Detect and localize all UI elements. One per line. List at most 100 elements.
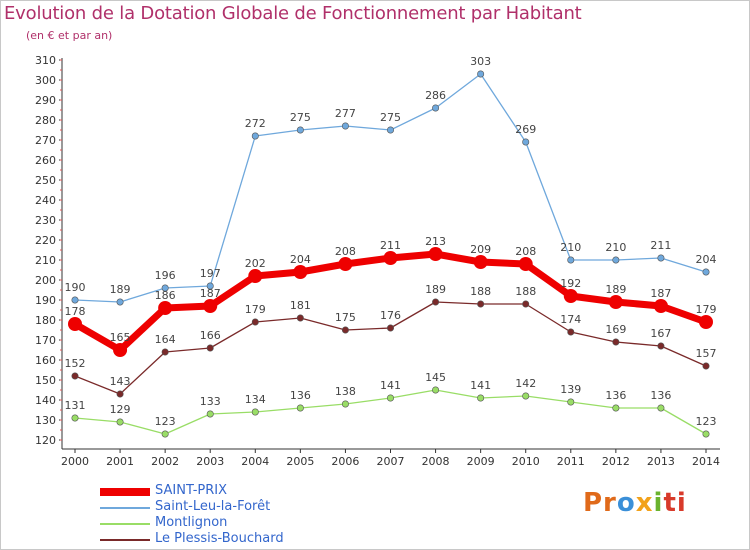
data-point — [612, 404, 620, 412]
data-point — [116, 298, 124, 306]
data-point — [341, 326, 349, 334]
data-point — [206, 410, 214, 418]
data-point — [116, 390, 124, 398]
data-point — [71, 296, 79, 304]
data-label: 186 — [155, 289, 176, 302]
x-tick-label: 2004 — [241, 455, 269, 468]
chart-subtitle: (en € et par an) — [26, 29, 113, 42]
data-label: 181 — [290, 299, 311, 312]
data-point — [653, 299, 668, 313]
data-label: 189 — [425, 283, 446, 296]
data-label: 175 — [335, 311, 356, 324]
legend-label: SAINT-PRIX — [155, 483, 227, 498]
y-tick-label: 160 — [35, 354, 56, 367]
data-point — [113, 343, 128, 357]
data-point — [341, 400, 349, 408]
data-point — [161, 430, 169, 438]
data-point — [608, 295, 623, 309]
data-point — [341, 122, 349, 130]
data-point — [518, 257, 533, 271]
data-point — [296, 126, 304, 134]
data-point — [699, 315, 713, 329]
data-label: 269 — [515, 123, 536, 136]
data-label: 167 — [650, 327, 671, 340]
data-label: 286 — [425, 89, 446, 102]
data-label: 192 — [560, 277, 581, 290]
data-label: 179 — [696, 303, 717, 316]
data-point — [563, 289, 578, 303]
series-line — [74, 73, 707, 303]
data-point — [477, 394, 485, 402]
data-point — [522, 300, 530, 308]
line-chart: 120 130 140 150 160 170 180 190 200 210 220 230 240 2… — [35, 54, 720, 468]
data-label: 136 — [290, 389, 311, 402]
x-tick-label: 2000 — [61, 455, 89, 468]
data-label: 131 — [65, 399, 86, 412]
data-label: 211 — [650, 239, 671, 252]
data-label: 133 — [200, 395, 221, 408]
data-point — [206, 344, 214, 352]
logo-part: i — [653, 488, 664, 518]
data-point — [657, 404, 665, 412]
data-label: 190 — [65, 281, 86, 294]
data-label: 188 — [515, 285, 536, 298]
data-label: 169 — [605, 323, 626, 336]
data-label: 136 — [605, 389, 626, 402]
x-tick-label: 2010 — [512, 455, 540, 468]
y-tick-label: 190 — [35, 294, 56, 307]
data-point — [432, 298, 440, 306]
data-label: 129 — [110, 403, 131, 416]
data-point — [116, 418, 124, 426]
data-label: 138 — [335, 385, 356, 398]
data-label: 204 — [696, 253, 717, 266]
data-point — [161, 284, 169, 292]
x-tick-label: 2014 — [692, 455, 720, 468]
y-tick-label: 170 — [35, 334, 56, 347]
data-point — [657, 342, 665, 350]
data-label: 303 — [470, 55, 491, 68]
data-label: 204 — [290, 253, 311, 266]
y-tick-label: 270 — [35, 134, 56, 147]
data-point — [522, 392, 530, 400]
y-tick-label: 130 — [35, 414, 56, 427]
data-label: 187 — [200, 287, 221, 300]
data-point — [567, 328, 575, 336]
x-tick-label: 2001 — [106, 455, 134, 468]
data-label: 164 — [155, 333, 176, 346]
x-tick-label: 2003 — [196, 455, 224, 468]
y-tick-label: 260 — [35, 154, 56, 167]
data-label: 196 — [155, 269, 176, 282]
data-point — [702, 268, 710, 276]
data-label: 176 — [380, 309, 401, 322]
data-point — [522, 138, 530, 146]
legend-swatch — [100, 507, 150, 509]
data-label: 189 — [110, 283, 131, 296]
x-tick-label: 2013 — [647, 455, 675, 468]
x-tick-label: 2009 — [467, 455, 495, 468]
data-label: 141 — [380, 379, 401, 392]
data-point — [567, 398, 575, 406]
data-point — [296, 404, 304, 412]
y-tick-label: 300 — [35, 74, 56, 87]
data-label: 197 — [200, 267, 221, 280]
data-label: 272 — [245, 117, 266, 130]
data-point — [161, 348, 169, 356]
data-label: 134 — [245, 393, 266, 406]
data-label: 179 — [245, 303, 266, 316]
data-label: 275 — [380, 111, 401, 124]
data-label: 152 — [65, 357, 86, 370]
data-label: 136 — [650, 389, 671, 402]
data-label: 141 — [470, 379, 491, 392]
data-label: 210 — [605, 241, 626, 254]
legend-swatch — [100, 539, 150, 541]
data-point — [477, 300, 485, 308]
data-point — [386, 394, 394, 402]
y-tick-label: 240 — [35, 194, 56, 207]
y-tick-label: 310 — [35, 54, 56, 67]
data-label: 157 — [696, 347, 717, 360]
data-label: 213 — [425, 235, 446, 248]
data-point — [251, 318, 259, 326]
logo-part: Pr — [583, 488, 617, 518]
data-point — [432, 386, 440, 394]
